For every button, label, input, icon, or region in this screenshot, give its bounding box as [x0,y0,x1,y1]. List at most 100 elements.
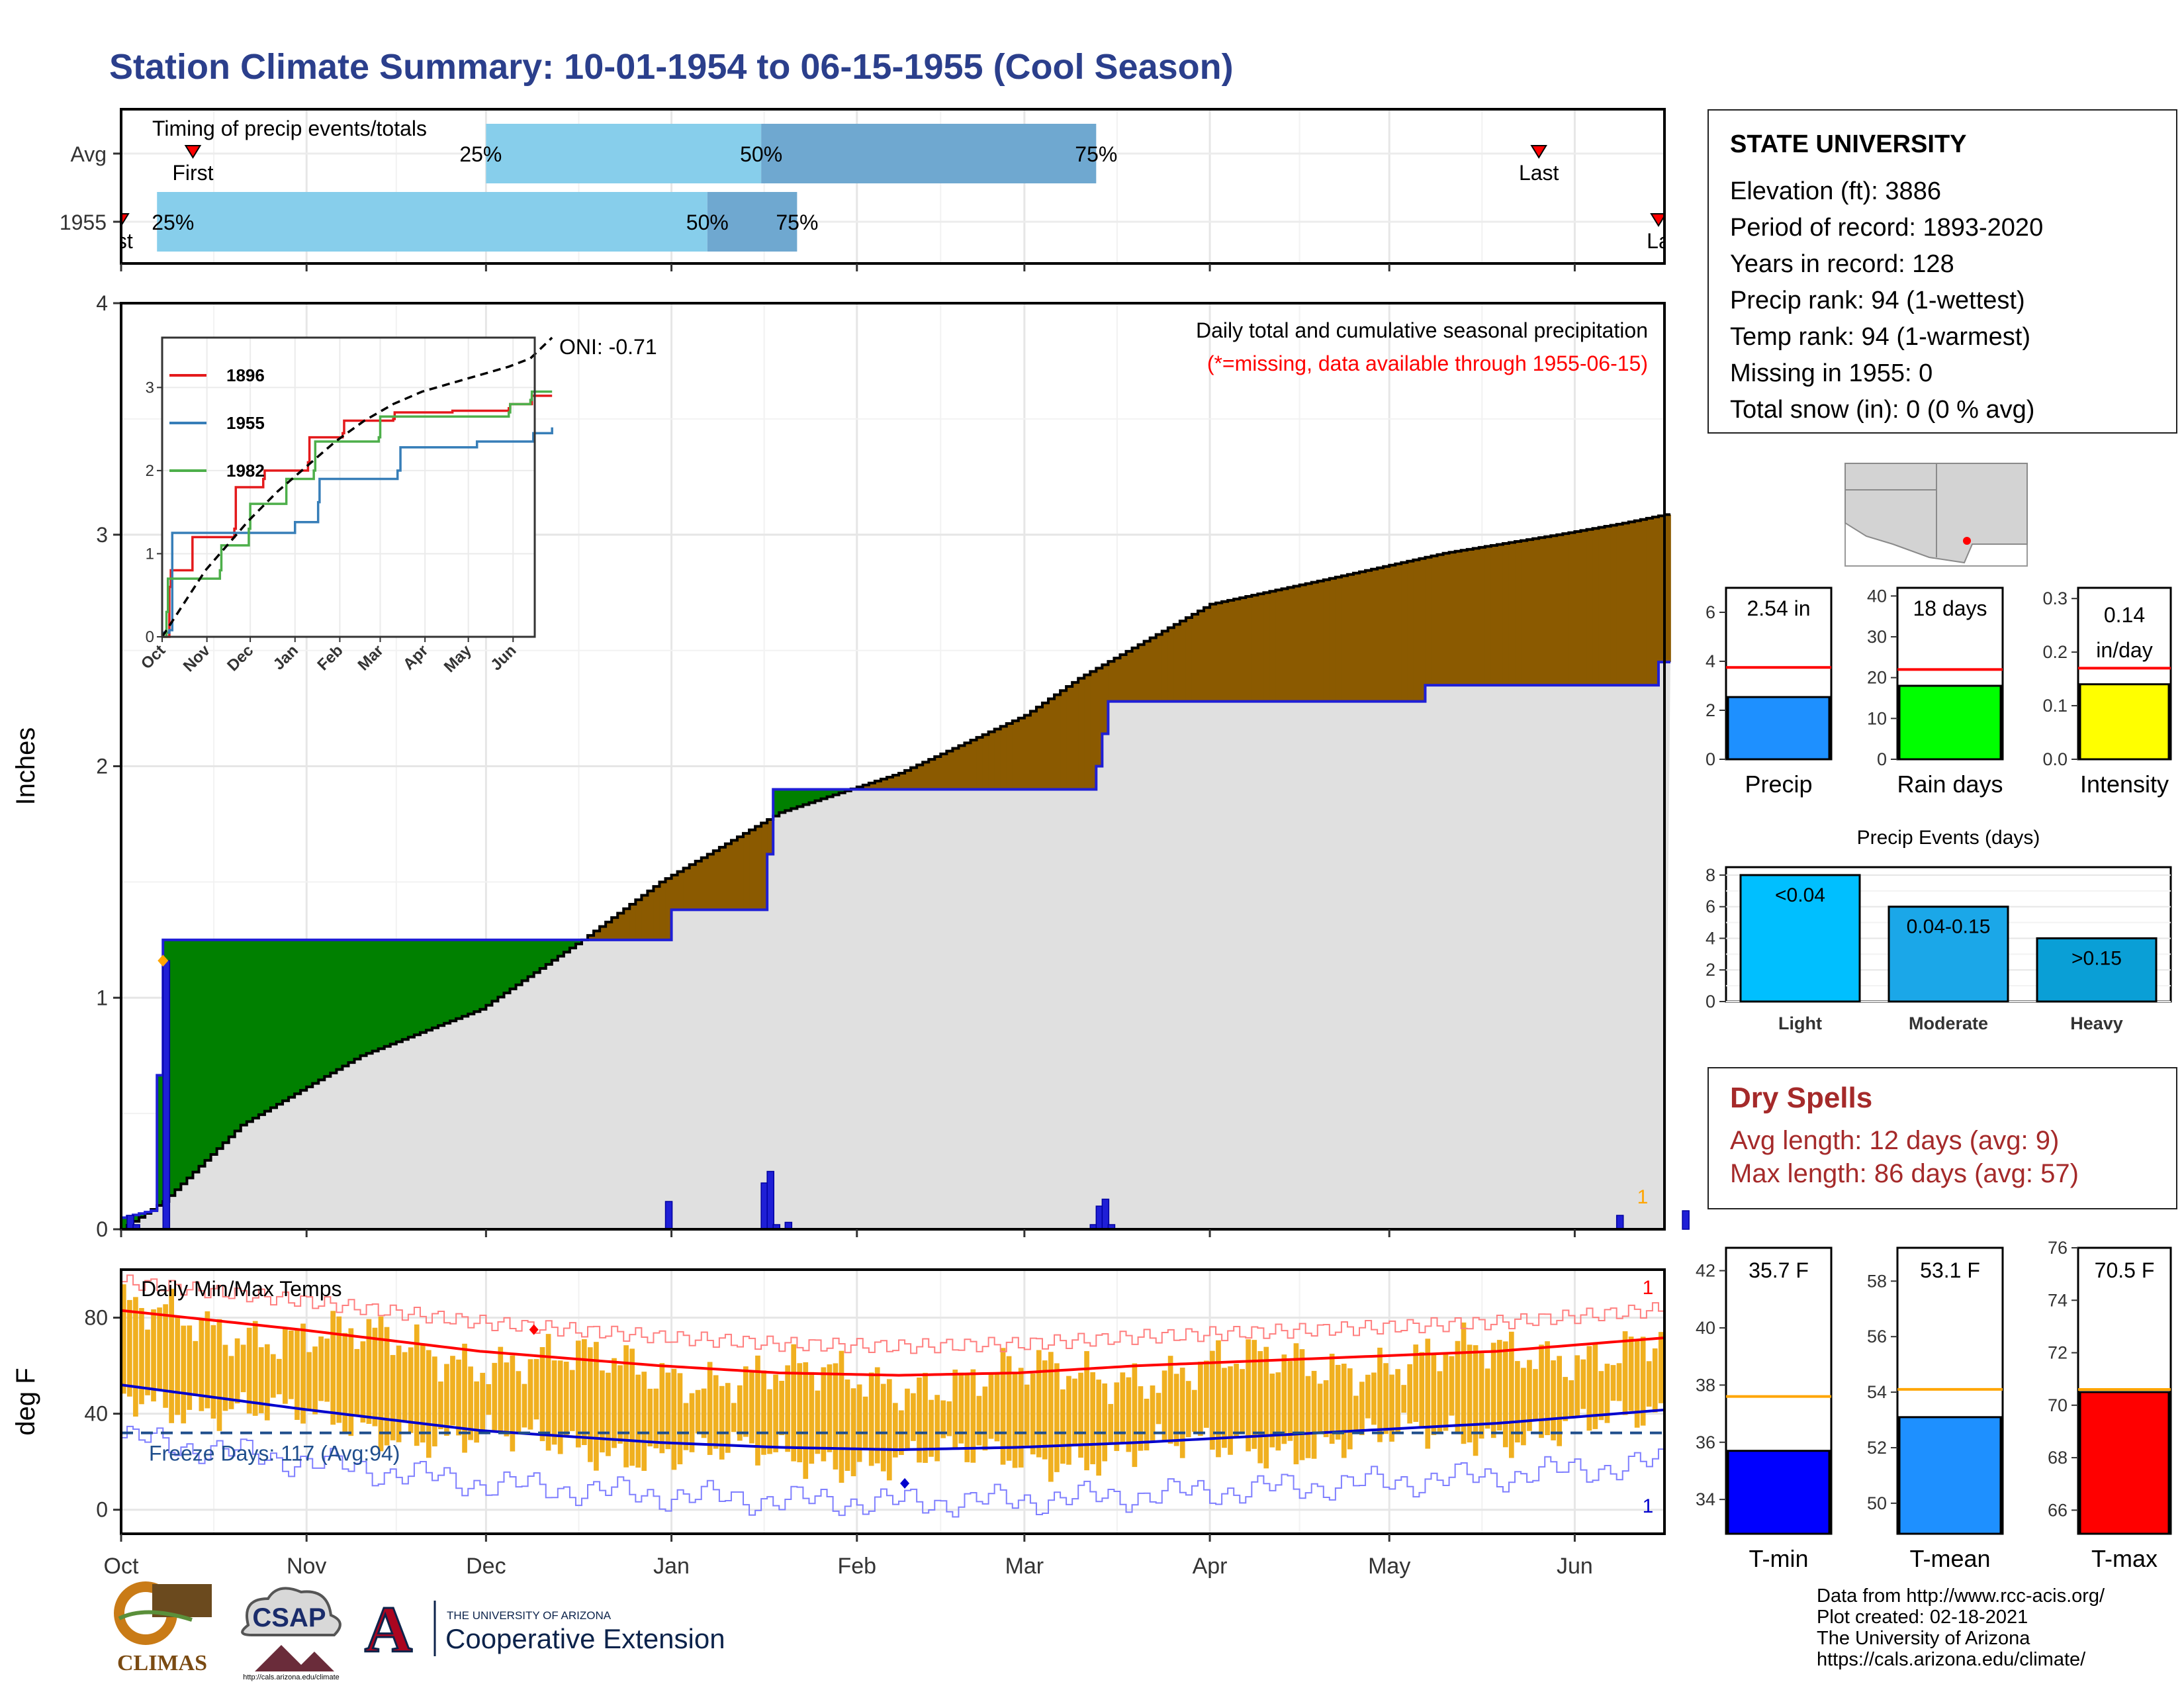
precip-surplus-area [456,939,463,1019]
temp-daily-bar [426,1350,432,1458]
precip-deficit-area [617,913,625,940]
temp-daily-bar [1634,1340,1640,1428]
temp-daily-bar [964,1373,970,1462]
precip-deficit-area [1401,562,1408,702]
temp-daily-bar [258,1347,264,1413]
precip-deficit-area [893,774,899,790]
temp-daily-bar [240,1344,246,1393]
precip-deficit-area [1161,631,1169,702]
temp-daily-bar [336,1316,342,1423]
temp-daily-bar [946,1401,952,1436]
precip-surplus-area [133,1215,140,1222]
temp-ytick-label: 40 [84,1402,108,1426]
precip-deficit-area [1090,671,1097,790]
precip-deficit-area [1521,540,1527,686]
temp-summary-2-ytick-label: 72 [2048,1343,2068,1363]
temp-daily-bar [480,1372,486,1434]
precip-events-bar [1888,906,2009,1003]
timing-bar-p50-p75 [761,124,1097,183]
temp-daily-bar [1048,1352,1054,1482]
temp-daily-bar [749,1372,754,1444]
temp-daily-bar [1401,1385,1406,1413]
precip-deficit-area [725,843,732,910]
temp-daily-bar [1496,1340,1502,1431]
ua-logo-small: THE UNIVERSITY OF ARIZONA [447,1609,612,1622]
temp-daily-bar [1377,1347,1383,1442]
temp-daily-bar [462,1343,467,1453]
precip-summary-2-ytick-label: 0.1 [2042,696,2068,716]
precip-panel-title: Daily total and cumulative seasonal prec… [1196,318,1648,342]
temp-daily-bar [827,1364,833,1452]
precip-deficit-area [1281,588,1289,702]
precip-deficit-area [1078,678,1085,790]
precip-deficit-area [1287,587,1295,702]
dry-spells-avg: Avg length: 12 days (avg: 9) [1730,1126,2060,1155]
precip-surplus-area [378,939,385,1049]
temp-daily-bar [1347,1368,1353,1450]
temp-summary-2-ytick-label: 70 [2048,1395,2068,1415]
precip-surplus-area [438,939,445,1026]
timing-title: Timing of precip events/totals [152,117,427,140]
temp-daily-bar [1425,1338,1431,1449]
temp-daily-bar [193,1340,199,1396]
precip-surplus-area [205,939,212,1160]
precip-surplus-area [318,939,326,1080]
precip-deficit-area [1006,724,1013,790]
precip-deficit-area [917,765,923,790]
climas-logo-text: CLIMAS [117,1651,207,1675]
inset-ytick-label: 0 [146,628,154,646]
inset-legend-label: 1896 [226,365,265,385]
precip-surplus-area [545,939,553,964]
timing-first-label: First [172,161,213,185]
precip-summary-0-ytick-label: 6 [1706,602,1715,622]
precip-summary-2-bar [2079,683,2170,761]
temp-daily-bar [976,1395,982,1446]
precip-surplus-area [551,939,559,961]
temp-daily-bar [1473,1345,1479,1456]
precip-daily-bar [1615,1215,1624,1230]
precip-events-ytick-label: 6 [1706,897,1715,917]
precip-ytick-label: 3 [96,523,108,547]
precip-surplus-area [139,1213,146,1218]
precip-surplus-area [450,939,457,1021]
temp-daily-bar [767,1389,772,1454]
precip-ytick-label: 2 [96,755,108,778]
temp-daily-bar [1586,1346,1592,1431]
temp-daily-bar [420,1343,426,1443]
temp-daily-bar [868,1372,874,1466]
temp-daily-bar [366,1319,372,1424]
precip-deficit-area [1167,628,1175,702]
precip-deficit-area [1096,668,1103,767]
temp-daily-bar [1090,1372,1095,1464]
temp-daily-bar [785,1365,790,1452]
precip-summary-0-ytick-label: 0 [1706,749,1715,769]
temp-daily-bar [952,1369,958,1448]
dry-spells-box: Dry Spells Avg length: 12 days (avg: 9) … [1707,1067,2177,1209]
temp-daily-bar [133,1297,138,1417]
temp-daily-bar [157,1307,162,1391]
precip-deficit-area [1640,519,1647,686]
precip-surplus-area [348,939,355,1063]
precip-surplus-area [527,939,535,977]
precip-surplus-area [312,939,320,1084]
precip-deficit-area [1419,558,1426,702]
precip-deficit-area [1222,601,1228,702]
temp-daily-bar [432,1356,437,1447]
temp-daily-bar [1150,1385,1156,1441]
temp-daily-bar [283,1329,288,1404]
temp-daily-bar [1389,1374,1394,1442]
precip-surplus-area [486,939,493,1006]
precip-deficit-area [1563,534,1570,686]
temp-daily-bar [880,1383,886,1472]
temp-daily-bar [1197,1362,1203,1436]
precip-deficit-area [1060,690,1067,790]
precip-deficit-area [767,819,774,855]
precip-ytick-label: 1 [96,986,108,1009]
temp-daily-bar [1443,1352,1449,1431]
temp-record-max-line [121,1274,1664,1354]
precip-surplus-area [821,789,828,799]
station-missing: Missing in 1955: 0 [1730,359,1933,387]
precip-deficit-area [635,900,643,940]
temp-daily-bar [659,1363,665,1454]
precip-deficit-area [1293,586,1300,702]
